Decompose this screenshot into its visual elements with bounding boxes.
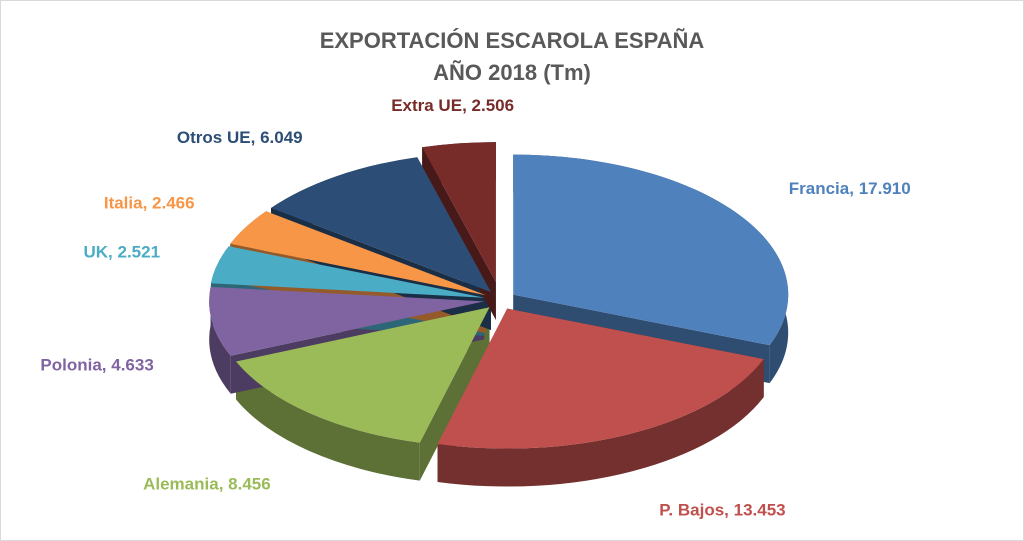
category-label: Polonia — [40, 356, 102, 375]
pie-slice — [437, 308, 764, 449]
pie-slice — [422, 142, 496, 283]
label-separator: , — [849, 179, 858, 198]
slice-side — [209, 286, 231, 394]
value-label: 17.910 — [859, 179, 911, 198]
data-label: Extra UE, 2.506 — [391, 96, 514, 115]
data-label: P. Bajos, 13.453 — [659, 501, 785, 520]
data-label: Polonia, 4.633 — [40, 356, 153, 375]
value-label: 6.049 — [260, 128, 303, 147]
slice-side — [236, 361, 420, 481]
pie-slice — [230, 211, 487, 296]
pie-slice — [271, 157, 491, 293]
data-label: Otros UE, 6.049 — [177, 128, 303, 147]
pie-slice — [513, 154, 789, 346]
label-separator: , — [143, 194, 152, 213]
category-label: Francia — [789, 179, 850, 198]
label-separator: , — [108, 243, 117, 262]
slice-side — [437, 359, 764, 487]
value-label: 13.453 — [734, 501, 786, 520]
label-separator: , — [219, 475, 228, 494]
label-separator: , — [251, 128, 260, 147]
chart-title: AÑO 2018 (Tm) — [433, 60, 591, 85]
data-label: UK, 2.521 — [83, 243, 160, 262]
pie-slice — [236, 307, 490, 443]
value-label: 4.633 — [111, 356, 154, 375]
slice-side — [419, 307, 490, 481]
label-separator: , — [462, 96, 471, 115]
data-label: Italia, 2.466 — [104, 194, 195, 213]
chart-title: EXPORTACIÓN ESCAROLA ESPAÑA — [320, 28, 705, 53]
label-separator: , — [102, 356, 111, 375]
category-label: Otros UE — [177, 128, 251, 147]
category-label: Italia — [104, 194, 143, 213]
data-labels: Francia, 17.910 P. Bajos, 13.453 Alemania,… — [40, 96, 910, 520]
pie-slice — [209, 286, 485, 356]
value-label: 2.506 — [472, 96, 515, 115]
value-label: 2.466 — [152, 194, 195, 213]
category-label: Alemania — [143, 475, 219, 494]
data-label: Francia, 17.910 — [789, 179, 911, 198]
value-label: 8.456 — [228, 475, 271, 494]
slices — [209, 142, 789, 449]
value-label: 2.521 — [118, 243, 161, 262]
category-label: P. Bajos — [659, 501, 724, 520]
category-label: Extra UE — [391, 96, 462, 115]
label-separator: , — [724, 501, 733, 520]
pie-slice — [210, 246, 485, 298]
data-label: Alemania, 8.456 — [143, 475, 271, 494]
category-label: UK — [83, 243, 108, 262]
